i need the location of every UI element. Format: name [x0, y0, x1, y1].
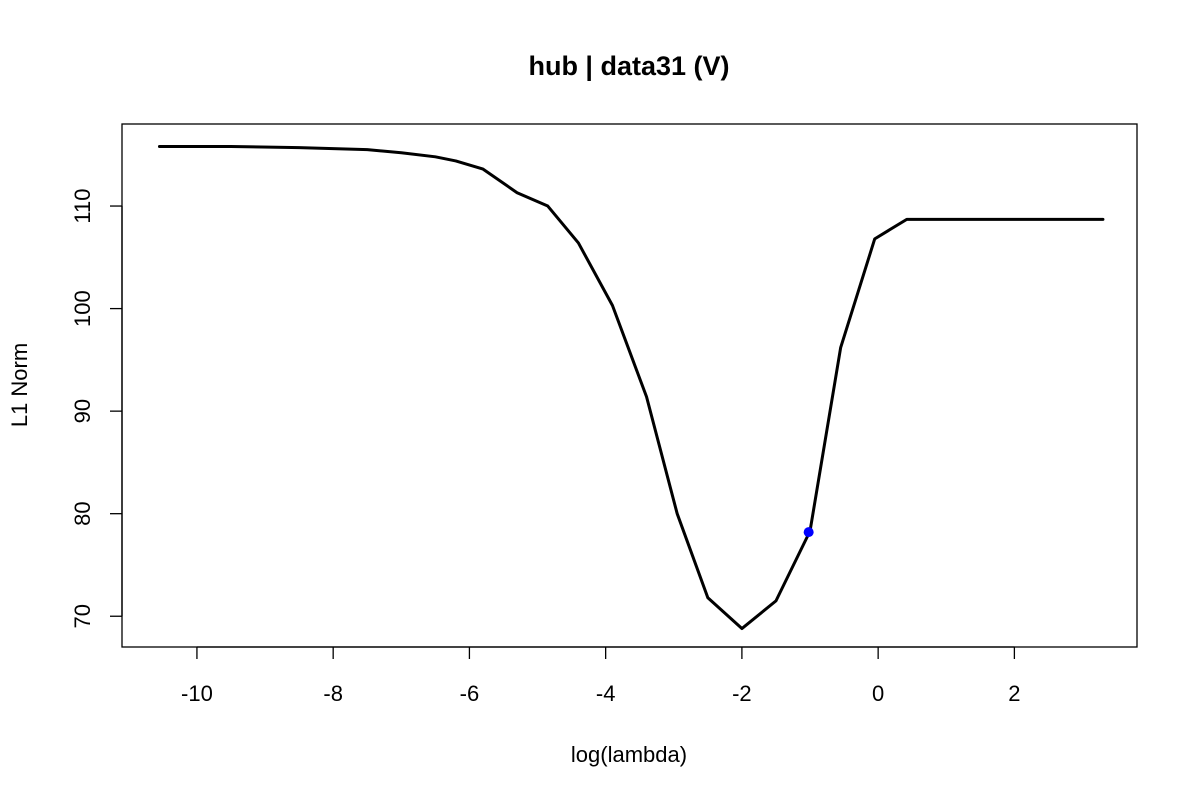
x-tick-label: -6	[460, 681, 480, 706]
series-line	[157, 145, 1105, 631]
chart-title: hub | data31 (V)	[528, 51, 729, 81]
y-tick-label: 70	[70, 604, 95, 628]
x-axis: -10 -8 -6 -4 -2 0 2	[181, 646, 1021, 706]
x-tick-label: -10	[181, 681, 213, 706]
x-tick-label: 0	[872, 681, 884, 706]
y-tick-label: 110	[70, 189, 95, 224]
series-layer	[157, 145, 1105, 631]
highlight-point	[803, 527, 814, 538]
x-tick-label: 2	[1008, 681, 1020, 706]
y-axis: 70 80 90 100 110	[70, 189, 123, 628]
highlight-layer	[803, 527, 814, 538]
x-tick-label: -8	[323, 681, 343, 706]
x-axis-label: log(lambda)	[571, 742, 687, 767]
y-tick-label: 90	[70, 399, 95, 423]
y-axis-label: L1 Norm	[7, 343, 32, 427]
y-tick-label: 100	[70, 290, 95, 327]
x-tick-label: -2	[732, 681, 752, 706]
x-tick-label: -4	[596, 681, 616, 706]
y-tick-label: 80	[70, 501, 95, 525]
